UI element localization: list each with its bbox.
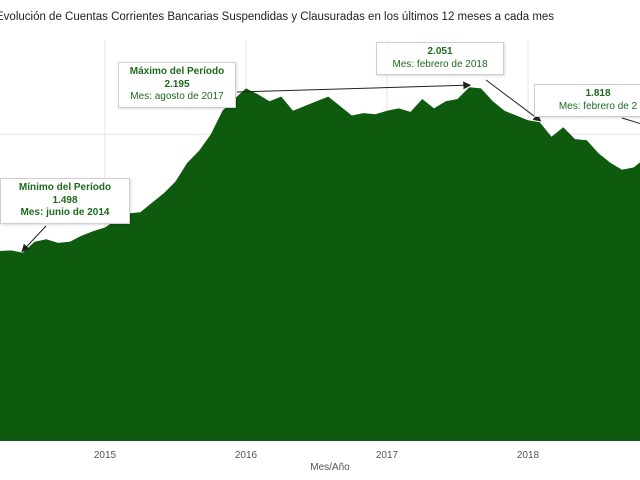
annotation-max-value: 2.195 <box>164 78 190 90</box>
annotation-last-value: 1.818 <box>585 88 611 99</box>
annotation-max-box: Máximo del Período 2.195 Mes: agosto de … <box>118 62 236 108</box>
annotation-max-month: Mes: agosto de 2017 <box>130 91 224 102</box>
annotation-min-title: Mínimo del Período <box>18 182 112 193</box>
annotation-feb2018-box: 2.051 Mes: febrero de 2018 <box>376 42 504 75</box>
chart-title: Evolución de Cuentas Corrientes Bancaria… <box>0 11 555 23</box>
annotation-last-arrow <box>621 117 640 125</box>
annotation-min-box: Mínimo del Período 1.498 Mes: junio de 2… <box>0 178 130 224</box>
x-tick-label: 2016 <box>235 450 258 461</box>
annotation-max-arrow <box>236 81 472 93</box>
annotation-min-value: 1.498 <box>52 194 78 206</box>
x-axis-ticks: 2015 2016 2017 2018 <box>94 450 540 461</box>
annotation-feb2018-month: Mes: febrero de 2018 <box>392 58 488 70</box>
x-axis-title: Mes/Año <box>310 462 350 473</box>
annotation-feb2018-value: 2.051 <box>427 46 453 57</box>
annotation-feb2018-arrow <box>485 79 542 122</box>
annotation-arrows <box>21 79 640 253</box>
annotation-max-title: Máximo del Período <box>129 66 225 77</box>
x-tick-label: 2018 <box>517 450 540 461</box>
x-tick-label: 2015 <box>94 450 117 461</box>
annotation-min-arrow <box>21 225 47 253</box>
annotation-min-month: Mes: junio de 2014 <box>20 207 110 218</box>
annotation-last-box: 1.818 Mes: febrero de 2 <box>534 84 640 117</box>
area-series <box>0 87 640 441</box>
annotation-last-month: Mes: febrero de 2 <box>558 100 638 112</box>
x-tick-label: 2017 <box>376 450 399 461</box>
